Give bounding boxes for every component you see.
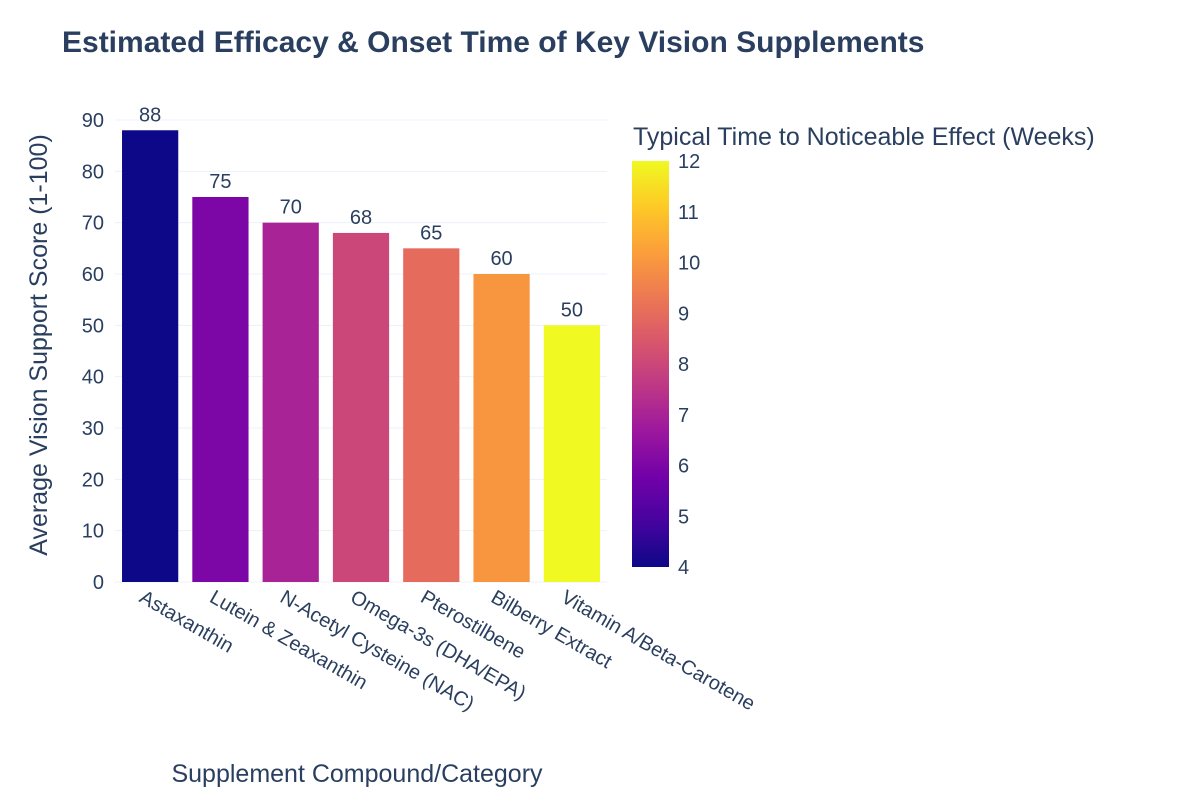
colorbar-tick-label: 11	[678, 202, 699, 224]
y-tick-label: 70	[82, 213, 104, 235]
y-tick-label: 0	[93, 572, 104, 594]
colorbar-tick-label: 6	[678, 456, 689, 478]
x-axis-title: Supplement Compound/Category	[171, 760, 543, 788]
bar-value-label: 68	[350, 207, 372, 229]
bar	[403, 248, 460, 583]
chart-title: Estimated Efficacy & Onset Time of Key V…	[62, 26, 924, 59]
bar-value-label: 70	[280, 197, 302, 219]
y-tick-label: 80	[82, 161, 104, 183]
colorbar-tick-label: 9	[678, 303, 689, 325]
y-tick-label: 20	[82, 469, 104, 491]
bar	[473, 274, 530, 582]
bar-value-label: 50	[561, 299, 583, 321]
bar-value-label: 65	[420, 222, 442, 244]
colorbar-tick-label: 7	[678, 405, 689, 427]
bar	[122, 130, 179, 582]
bar	[543, 325, 600, 582]
bar	[332, 232, 390, 582]
y-tick-label: 40	[82, 367, 104, 389]
colorbar: Typical Time to Noticeable Effect (Weeks…	[632, 123, 1095, 579]
y-axis-title: Average Vision Support Score (1-100)	[25, 134, 53, 556]
y-tick-label: 10	[82, 521, 104, 543]
colorbar-tick-label: 4	[678, 557, 689, 579]
bar-value-label: 75	[209, 171, 231, 193]
bar-value-label: 88	[139, 104, 161, 126]
colorbar-tick-label: 10	[678, 253, 700, 275]
y-tick-label: 90	[82, 110, 104, 132]
x-tick-label: Bilberry Extract	[487, 586, 616, 673]
colorbar-tick-label: 8	[678, 354, 689, 376]
bars	[122, 130, 600, 583]
colorbar-gradient	[632, 161, 669, 567]
colorbar-tick-label: 5	[678, 506, 689, 528]
y-tick-label: 50	[82, 315, 104, 337]
colorbar-ticks: 4 5 6 7 8 9 10 11 12	[678, 151, 700, 579]
colorbar-title: Typical Time to Noticeable Effect (Weeks…	[633, 123, 1095, 151]
y-axis-ticks: 0 10 20 30 40 50 60 70 80 90	[82, 110, 104, 594]
bar	[262, 222, 319, 582]
y-tick-label: 30	[82, 418, 104, 440]
bar	[192, 197, 249, 582]
bar-value-labels: 88 75 70 68 65 60 50	[139, 104, 583, 321]
y-tick-label: 60	[82, 264, 104, 286]
colorbar-tick-label: 12	[678, 151, 700, 173]
bar-value-label: 60	[490, 248, 512, 270]
